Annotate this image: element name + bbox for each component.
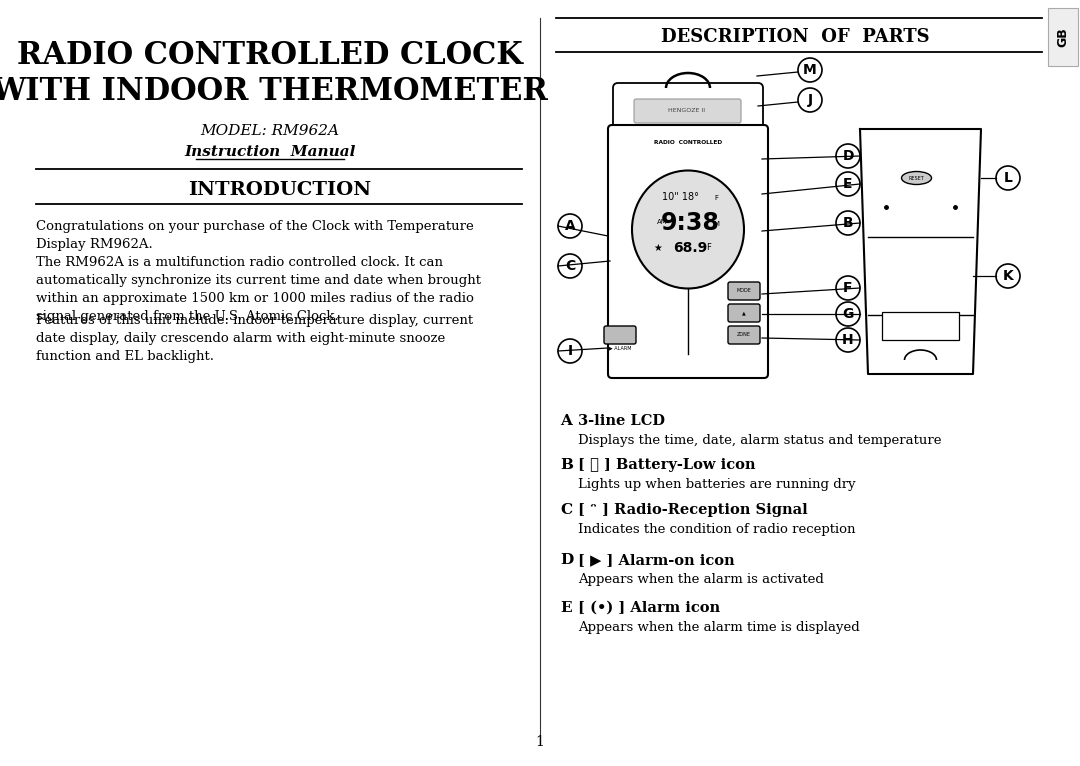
Text: The RM962A is a multifunction radio controlled clock. It can
automatically synch: The RM962A is a multifunction radio cont… [36, 256, 481, 323]
Text: B: B [842, 216, 853, 230]
FancyBboxPatch shape [728, 304, 760, 322]
FancyBboxPatch shape [604, 326, 636, 344]
Text: F: F [843, 281, 853, 295]
Text: D: D [561, 553, 573, 567]
Text: F: F [706, 243, 712, 252]
Text: AM: AM [657, 218, 667, 224]
FancyBboxPatch shape [613, 83, 762, 133]
Text: MODE: MODE [737, 289, 752, 293]
Text: Features of this unit include: indoor temperature display, current
date display,: Features of this unit include: indoor te… [36, 314, 473, 363]
Circle shape [798, 88, 822, 112]
Text: I: I [567, 344, 572, 358]
Circle shape [836, 144, 860, 168]
Circle shape [836, 276, 860, 300]
Circle shape [836, 302, 860, 326]
Text: D: D [842, 149, 854, 163]
Text: E: E [843, 177, 853, 191]
FancyBboxPatch shape [882, 312, 959, 340]
Ellipse shape [632, 171, 744, 289]
Text: M: M [804, 63, 816, 77]
FancyBboxPatch shape [728, 282, 760, 300]
Circle shape [836, 328, 860, 352]
Text: 68.9: 68.9 [673, 241, 707, 254]
Text: J: J [808, 93, 812, 107]
Text: [ ᵔ ] Radio-Reception Signal: [ ᵔ ] Radio-Reception Signal [578, 503, 808, 517]
FancyBboxPatch shape [728, 326, 760, 344]
Text: INTRODUCTION: INTRODUCTION [188, 181, 372, 199]
Ellipse shape [902, 172, 931, 185]
Text: WITH INDOOR THERMOMETER: WITH INDOOR THERMOMETER [0, 76, 549, 106]
FancyBboxPatch shape [608, 125, 768, 378]
Text: F: F [714, 195, 718, 201]
Text: ZONE: ZONE [737, 332, 751, 338]
Text: Instruction  Manual: Instruction Manual [185, 145, 355, 159]
Text: Indicates the condition of radio reception: Indicates the condition of radio recepti… [578, 523, 855, 536]
Text: A: A [561, 414, 572, 428]
Text: RADIO CONTROLLED CLOCK: RADIO CONTROLLED CLOCK [17, 41, 523, 71]
Text: K: K [1002, 269, 1013, 283]
Text: [ (•) ] Alarm icon: [ (•) ] Alarm icon [578, 601, 720, 615]
Text: RESET: RESET [908, 175, 924, 181]
Text: Lights up when batteries are running dry: Lights up when batteries are running dry [578, 478, 855, 491]
Text: [ ⌧ ] Battery-Low icon: [ ⌧ ] Battery-Low icon [578, 458, 756, 472]
Circle shape [836, 211, 860, 235]
Text: E: E [561, 601, 571, 615]
Text: 10" 18°: 10" 18° [662, 192, 699, 202]
Circle shape [558, 254, 582, 278]
Text: MODEL: RM962A: MODEL: RM962A [201, 124, 339, 138]
Text: H: H [842, 333, 854, 347]
Text: 9:38: 9:38 [661, 211, 719, 235]
Text: Displays the time, date, alarm status and temperature: Displays the time, date, alarm status an… [578, 434, 942, 447]
Circle shape [798, 58, 822, 82]
FancyBboxPatch shape [1048, 8, 1078, 66]
Text: C: C [565, 259, 576, 273]
Circle shape [996, 264, 1020, 288]
Text: [ ▶ ] Alarm-on icon: [ ▶ ] Alarm-on icon [578, 553, 734, 567]
Text: C: C [561, 503, 572, 517]
Text: DESCRIPTION  OF  PARTS: DESCRIPTION OF PARTS [661, 28, 929, 46]
Text: Appears when the alarm is activated: Appears when the alarm is activated [578, 573, 824, 586]
Text: ★: ★ [653, 243, 662, 253]
Text: Appears when the alarm time is displayed: Appears when the alarm time is displayed [578, 621, 860, 634]
Circle shape [836, 172, 860, 196]
Text: ▲: ▲ [742, 310, 746, 316]
Text: B: B [561, 458, 573, 472]
Text: HENGOZE II: HENGOZE II [669, 109, 705, 113]
Text: G: G [842, 307, 853, 321]
Polygon shape [860, 129, 981, 374]
Circle shape [996, 166, 1020, 190]
Circle shape [558, 214, 582, 238]
Text: RADIO  CONTROLLED: RADIO CONTROLLED [653, 139, 723, 145]
Text: A: A [565, 219, 576, 233]
Text: Congratulations on your purchase of the Clock with Temperature
Display RM962A.: Congratulations on your purchase of the … [36, 220, 474, 251]
Text: GB: GB [1056, 27, 1069, 47]
Text: L: L [1003, 171, 1012, 185]
Text: 3-line LCD: 3-line LCD [578, 414, 665, 428]
FancyBboxPatch shape [634, 99, 741, 123]
Text: M: M [713, 221, 719, 227]
Circle shape [558, 339, 582, 363]
Text: 1: 1 [536, 735, 544, 749]
Text: ▶ ALARM: ▶ ALARM [609, 345, 631, 351]
